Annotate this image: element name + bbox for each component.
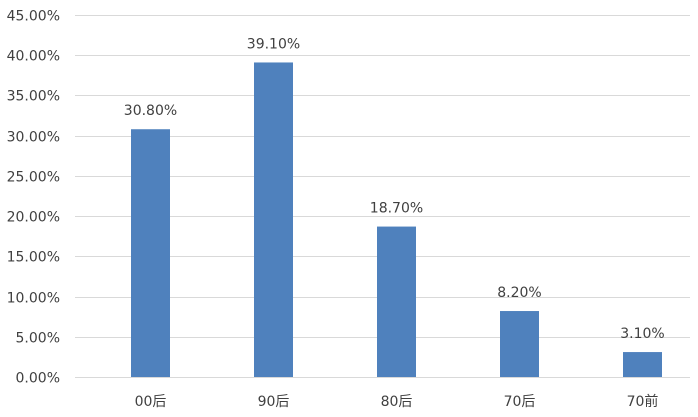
y-axis-tick-labels: 0.00% 5.00% 10.00% 15.00% 20.00% 25.00% 30.00%… — [7, 9, 60, 387]
y-tick-label: 25.00% — [7, 170, 60, 186]
x-category-label: 70后 — [504, 394, 536, 410]
bar — [377, 226, 416, 377]
gridlines — [75, 15, 690, 378]
data-label: 3.10% — [620, 326, 664, 342]
data-label: 30.80% — [124, 103, 177, 119]
data-labels: 30.80% 39.10% 18.70% 8.20% 3.10% — [124, 36, 665, 342]
bar — [500, 311, 539, 377]
data-label: 18.70% — [370, 201, 423, 217]
data-label: 39.10% — [247, 36, 300, 52]
bar — [131, 129, 170, 377]
y-tick-label: 0.00% — [16, 371, 60, 387]
y-tick-label: 15.00% — [7, 250, 60, 266]
bars — [131, 62, 662, 378]
y-tick-label: 35.00% — [7, 89, 60, 105]
bar — [254, 62, 293, 378]
bar — [623, 352, 662, 377]
y-tick-label: 30.00% — [7, 130, 60, 146]
y-tick-label: 20.00% — [7, 210, 60, 226]
data-label: 8.20% — [497, 285, 541, 301]
x-category-label: 70前 — [627, 393, 659, 410]
y-tick-label: 10.00% — [7, 291, 60, 307]
x-category-label: 80后 — [381, 394, 413, 410]
x-category-label: 90后 — [258, 394, 290, 410]
y-tick-label: 45.00% — [7, 9, 60, 25]
x-axis-category-labels: 00后 90后 80后 70后 70前 — [135, 393, 659, 410]
x-category-label: 00后 — [135, 394, 167, 410]
y-tick-label: 40.00% — [7, 49, 60, 65]
y-tick-label: 5.00% — [16, 331, 60, 347]
